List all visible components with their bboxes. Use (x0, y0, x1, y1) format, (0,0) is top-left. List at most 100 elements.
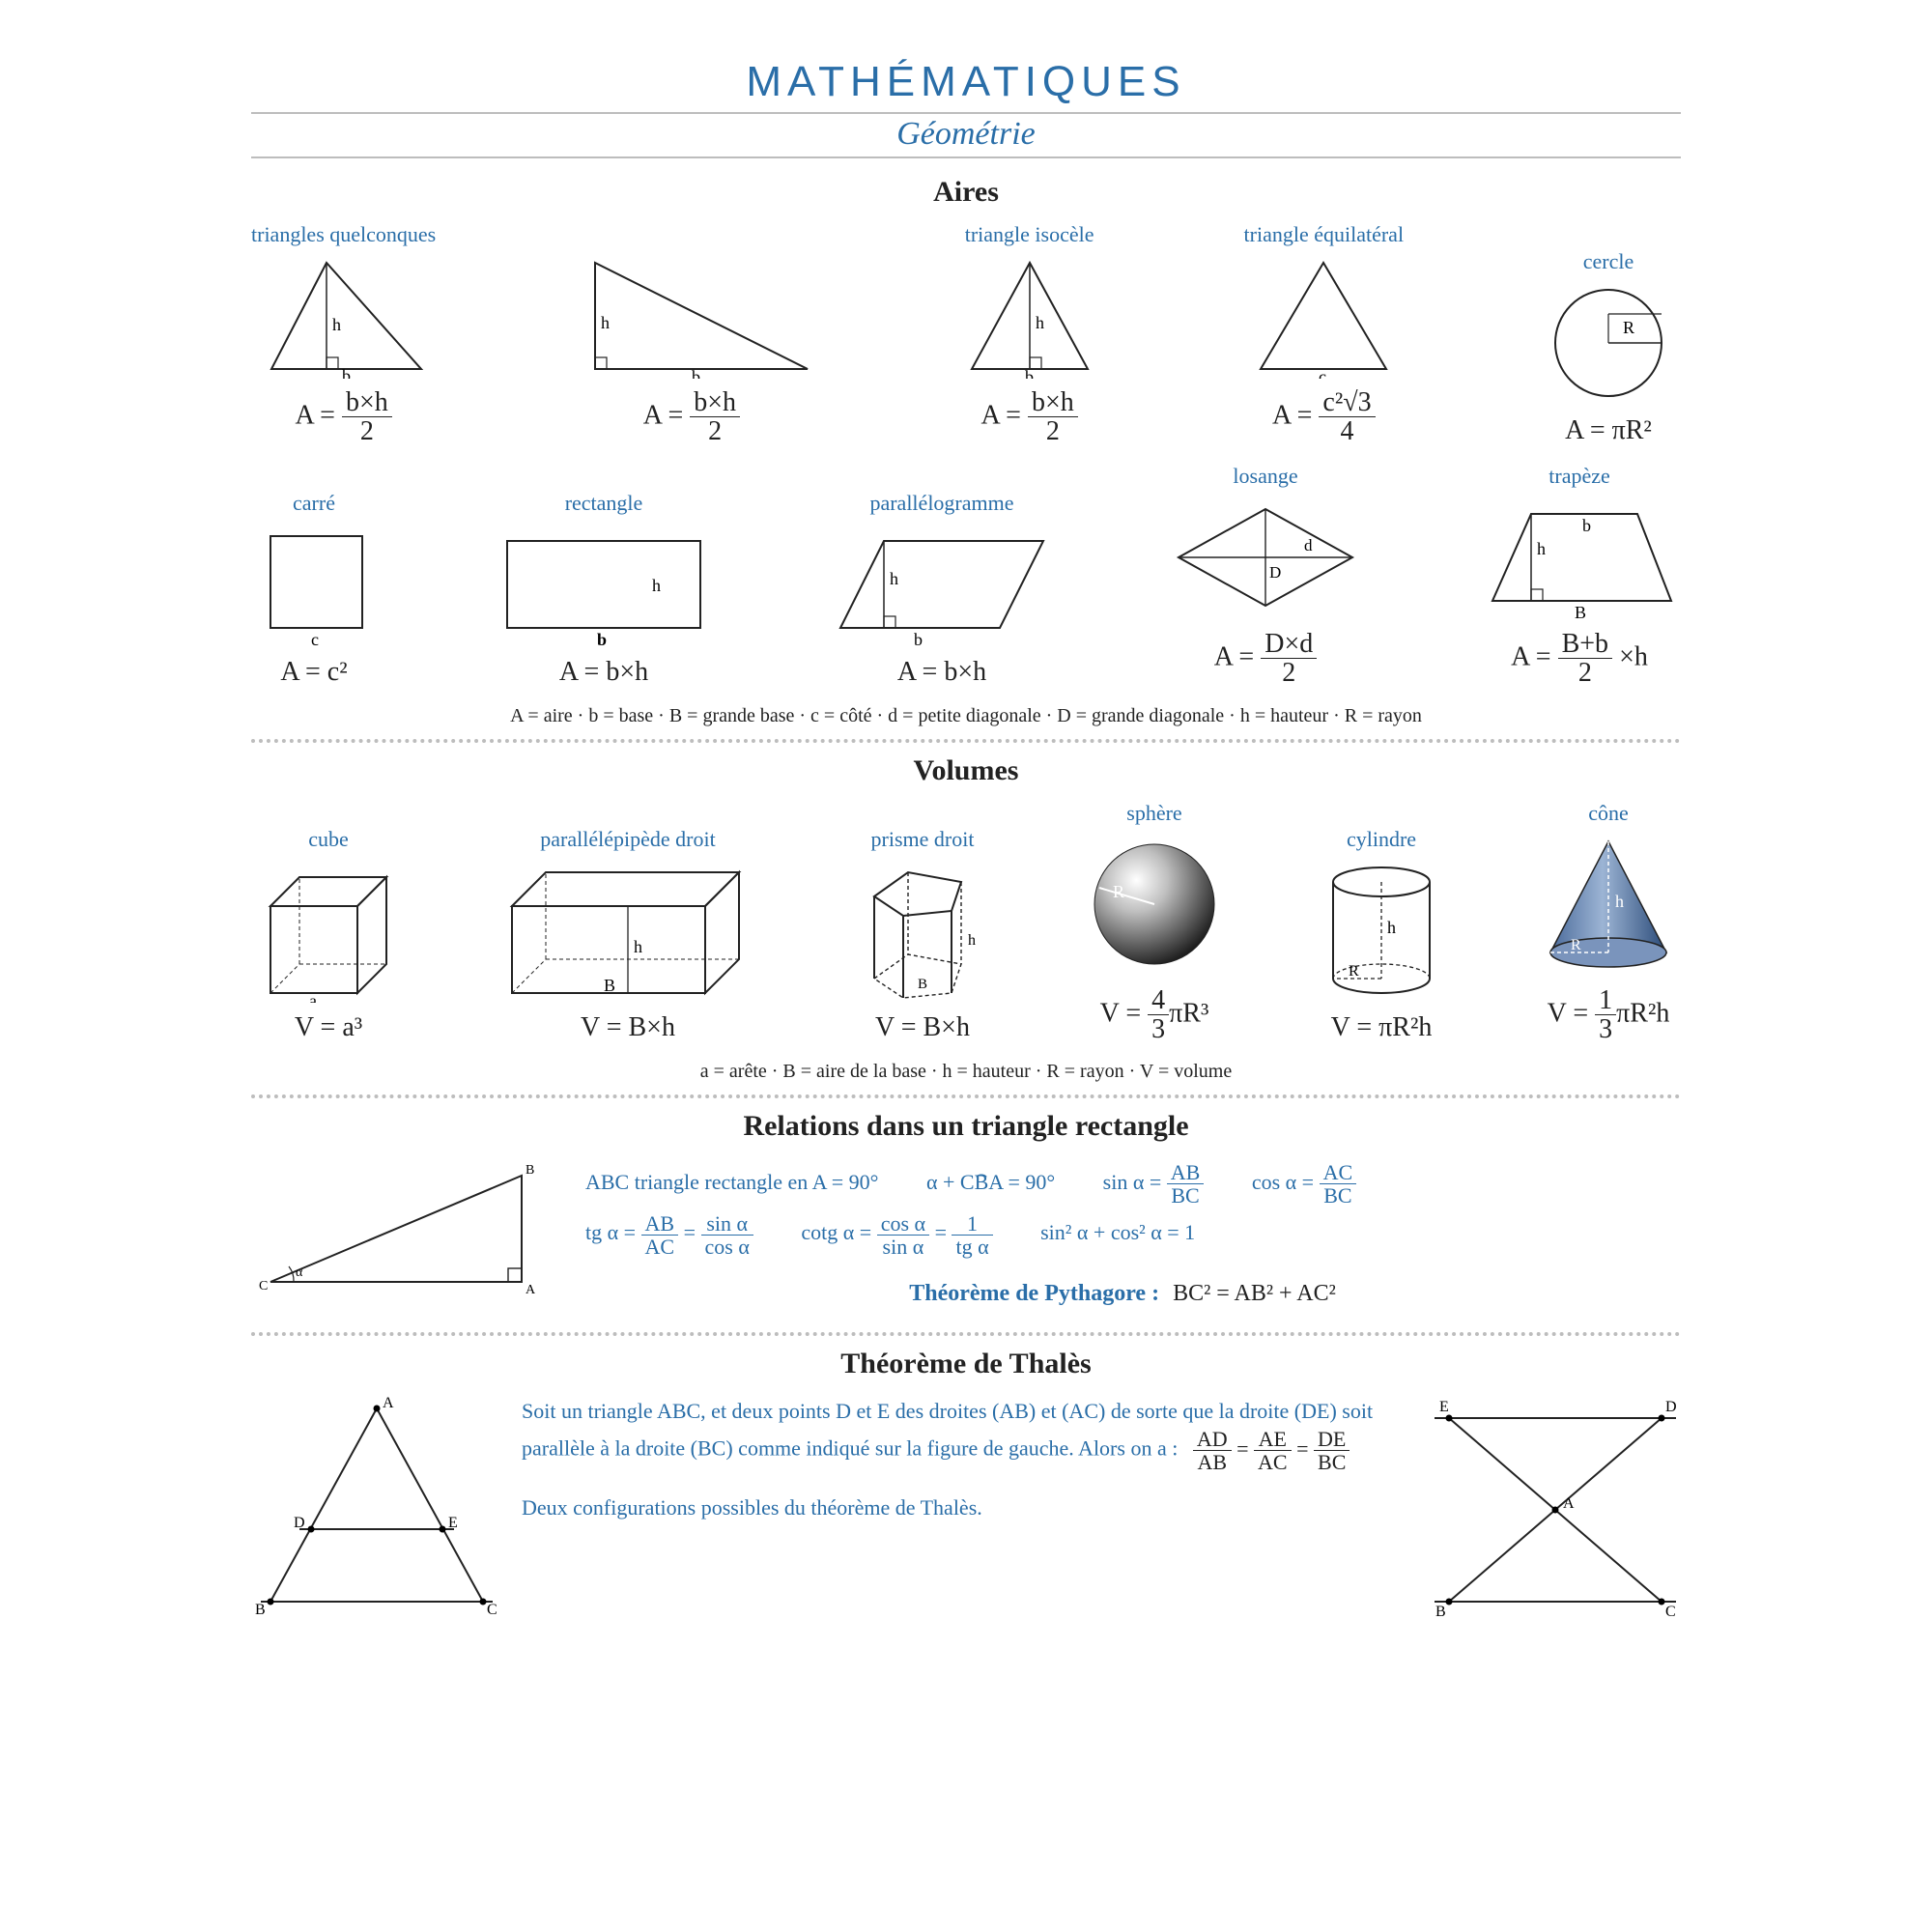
svg-text:D: D (1269, 563, 1281, 582)
svg-text:b: b (1582, 516, 1591, 535)
svg-text:h: h (1036, 313, 1044, 332)
fig-thales-left: A D E B C (251, 1394, 502, 1616)
svg-text:h: h (1387, 918, 1396, 937)
section-volumes-heading: Volumes (251, 754, 1681, 787)
fig-sphere: R (1082, 832, 1227, 977)
fig-square: c (251, 522, 377, 647)
svg-text:B: B (918, 977, 927, 992)
svg-text:B: B (1575, 603, 1586, 620)
svg-text:D: D (294, 1515, 305, 1531)
shape-sphere: sphère R V = 43πR³ (1082, 801, 1227, 1044)
svg-text:c: c (311, 630, 319, 647)
fig-triangle-iso: h b (948, 253, 1112, 379)
shape-triangle-isoceles: triangle isocèle h b A = b×h2 (948, 222, 1112, 446)
fig-cuboid: h B (493, 858, 763, 1003)
svg-text:b: b (1025, 367, 1034, 379)
svg-text:B: B (526, 1163, 534, 1178)
fig-parallelogram: h b (831, 522, 1053, 647)
divider (251, 1094, 1681, 1098)
svg-text:R: R (1571, 937, 1581, 953)
volumes-row: cube a V = a³ parallélépipède droit (251, 801, 1681, 1044)
svg-text:A: A (383, 1395, 394, 1411)
formula: A = c²√34 (1272, 388, 1376, 446)
fig-cone: h R (1536, 832, 1681, 977)
section-relations-heading: Relations dans un triangle rectangle (251, 1110, 1681, 1143)
svg-text:a: a (309, 991, 317, 1003)
svg-text:B: B (255, 1602, 266, 1616)
shape-trapezoid: trapèze h b B A = B+b2 ×h (1478, 464, 1681, 688)
aires-row-2: carré c A = c² rectangle h b A = b×h par… (251, 464, 1681, 688)
formula: V = 43πR³ (1100, 986, 1209, 1044)
svg-text:R: R (1349, 963, 1359, 980)
svg-text:h: h (1537, 539, 1546, 558)
svg-text:C: C (259, 1279, 268, 1293)
formula: V = 13πR²h (1548, 986, 1670, 1044)
page-subtitle: Géométrie (251, 112, 1681, 158)
svg-text:C: C (1665, 1604, 1676, 1616)
formula: A = b×h2 (295, 388, 391, 446)
svg-text:B: B (1435, 1604, 1446, 1616)
shape-cone: cône h R V = 13πR²h (1536, 801, 1681, 1044)
page: MATHÉMATIQUES Géométrie Aires triangles … (251, 58, 1681, 1616)
formula: A = πR² (1565, 415, 1652, 446)
formula: A = b×h (897, 657, 986, 688)
svg-text:E: E (1439, 1399, 1449, 1415)
shape-cube: cube a V = a³ (251, 827, 406, 1043)
svg-text:A: A (1563, 1495, 1575, 1512)
shape-cuboid: parallélépipède droit h B V = B×h (493, 827, 763, 1043)
section-aires-heading: Aires (251, 176, 1681, 209)
formula: A = b×h2 (980, 388, 1077, 446)
formula: A = B+b2 ×h (1511, 630, 1648, 688)
formula: V = πR²h (1331, 1012, 1433, 1043)
shape-rectangle: rectangle h b A = b×h (493, 491, 715, 688)
section-thales-heading: Théorème de Thalès (251, 1348, 1681, 1380)
svg-text:b: b (342, 366, 351, 379)
fig-rectangle: h b (493, 522, 715, 647)
svg-text:h: h (1615, 892, 1624, 911)
fig-trapezoid: h b B (1478, 495, 1681, 620)
svg-text:B: B (604, 976, 615, 995)
fig-thales-right: E D A B C (1430, 1394, 1681, 1616)
aires-row-1: triangles quelconques h b A = b×h2 h b A… (251, 222, 1681, 446)
formula: V = a³ (295, 1012, 362, 1043)
divider (251, 739, 1681, 743)
volumes-legend: a = arête · B = aire de la base · h = ha… (251, 1061, 1681, 1083)
svg-text:h: h (634, 937, 642, 956)
thales-text: Soit un triangle ABC, et deux points D e… (522, 1394, 1410, 1525)
svg-text:b: b (914, 630, 923, 647)
formula: A = D×d2 (1214, 630, 1317, 688)
fig-cylinder: h R (1314, 858, 1449, 1003)
shape-cylinder: cylindre h R V = πR²h (1314, 827, 1449, 1043)
svg-text:h: h (652, 576, 661, 595)
relations-text: ABC triangle rectangle en A = 90° α + CB… (564, 1156, 1681, 1321)
fig-prism: h B (850, 858, 995, 1003)
thales-block: A D E B C Soit un triangle ABC, et deux … (251, 1394, 1681, 1616)
svg-text:c: c (1319, 367, 1326, 379)
fig-circle: R (1536, 280, 1681, 406)
aires-legend: A = aire · b = base · B = grande base · … (251, 705, 1681, 727)
svg-text:h: h (968, 932, 976, 949)
fig-triangle-obtuse: h b (566, 253, 817, 379)
shape-rhombus: losange d D A = D×d2 (1169, 464, 1362, 688)
svg-text:h: h (601, 313, 610, 332)
formula: A = b×h (559, 657, 648, 688)
shape-square: carré c A = c² (251, 491, 377, 688)
svg-text:E: E (448, 1515, 458, 1531)
divider (251, 1332, 1681, 1336)
page-title: MATHÉMATIQUES (251, 58, 1681, 106)
fig-triangle-scalene: h b (257, 253, 431, 379)
shape-parallelogram: parallélogramme h b A = b×h (831, 491, 1053, 688)
svg-text:h: h (332, 315, 341, 334)
svg-text:h: h (890, 569, 898, 588)
relations-block: α C A B ABC triangle rectangle en A = 90… (251, 1156, 1681, 1321)
formula: V = B×h (875, 1012, 970, 1043)
fig-rhombus: d D (1169, 495, 1362, 620)
shape-prism: prisme droit h B V = B×h (850, 827, 995, 1043)
shape-triangle-obtuse: h b A = b×h2 (566, 247, 817, 446)
svg-text:D: D (1665, 1399, 1677, 1415)
svg-text:b: b (597, 630, 607, 647)
svg-text:R: R (1623, 318, 1634, 337)
svg-text:C: C (487, 1602, 497, 1616)
shape-triangle-scalene: triangles quelconques h b A = b×h2 (251, 222, 436, 446)
svg-text:b: b (692, 367, 700, 379)
